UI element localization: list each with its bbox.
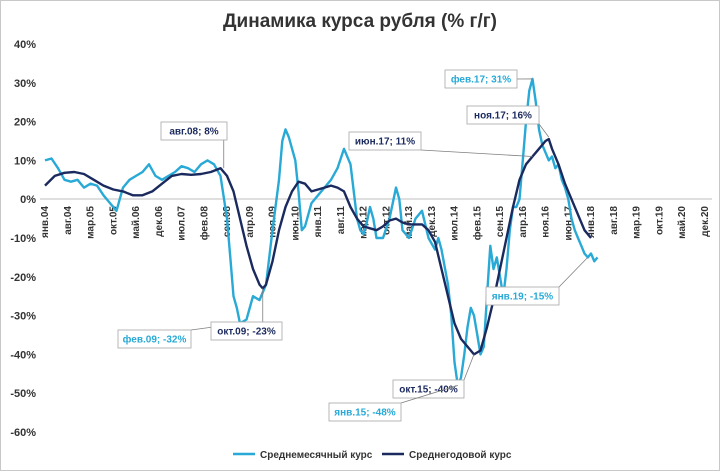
x-tick-label: июл.14 bbox=[450, 206, 461, 241]
x-tick-label: июл.07 bbox=[177, 206, 188, 241]
annotation-box bbox=[392, 379, 465, 399]
annotation-box bbox=[328, 402, 402, 422]
y-tick-label: 40% bbox=[14, 39, 36, 51]
y-tick-label: -60% bbox=[10, 427, 36, 439]
annotation-leader bbox=[538, 123, 550, 138]
annotation-label: фев.09; -32% bbox=[123, 334, 187, 346]
annotation-box bbox=[444, 69, 518, 89]
x-tick-label: янв.11 bbox=[313, 206, 324, 238]
x-tick-label: авг.11 bbox=[336, 206, 347, 235]
annotation-leader bbox=[420, 149, 533, 157]
y-tick-label: 20% bbox=[14, 117, 36, 129]
x-tick-label: авг.04 bbox=[63, 206, 74, 235]
x-tick-label: апр.09 bbox=[245, 206, 256, 238]
y-tick-label: -20% bbox=[10, 272, 36, 284]
x-tick-label: май.20 bbox=[677, 206, 688, 239]
annotation-box bbox=[348, 131, 422, 151]
x-tick-label: окт.05 bbox=[108, 206, 119, 235]
annotation-label: авг.08; 8% bbox=[169, 127, 218, 138]
plot-area bbox=[44, 77, 599, 387]
annotation-box bbox=[117, 329, 192, 349]
x-tick-label: окт.12 bbox=[381, 206, 392, 235]
y-tick-label: 10% bbox=[14, 155, 36, 167]
x-tick-label: дек.20 bbox=[700, 206, 711, 237]
annotation-leader bbox=[400, 385, 458, 404]
x-tick-label: фев.15 bbox=[471, 206, 483, 241]
annotation-box bbox=[210, 321, 283, 341]
annotation-label: янв.19; -15% bbox=[492, 292, 553, 303]
x-tick-label: дек.13 bbox=[427, 206, 438, 237]
annotation-label: фев.17; 31% bbox=[451, 74, 511, 86]
legend: Среднемесячный курс Среднегодовой курс bbox=[233, 450, 512, 461]
x-tick-label: мар.05 bbox=[86, 206, 97, 239]
x-tick-label: янв.18 bbox=[586, 206, 597, 238]
x-tick-label: июн.10 bbox=[290, 206, 301, 241]
x-axis: янв.04 авг.04 мар.05 окт.05 май.06 дек.06 июл.… bbox=[40, 206, 711, 241]
annotation-leader bbox=[463, 354, 475, 381]
annotation-box bbox=[485, 286, 560, 306]
x-tick-label: май.06 bbox=[131, 206, 142, 239]
annotation-box bbox=[466, 105, 540, 125]
annotation-leader bbox=[558, 257, 589, 288]
y-tick-label: -40% bbox=[10, 349, 36, 361]
x-tick-label: июн.17 bbox=[563, 206, 574, 241]
x-tick-label: янв.04 bbox=[40, 206, 51, 238]
x-tick-label: мар.12 bbox=[359, 206, 370, 239]
annotation-label: янв.15; -48% bbox=[334, 408, 395, 419]
annotation-box bbox=[160, 121, 228, 141]
x-tick-label: май.13 bbox=[404, 206, 415, 239]
annotation-label: ноя.17; 16% bbox=[474, 111, 532, 122]
chart-title: Динамика курса рубля (% г/г) bbox=[223, 11, 497, 32]
y-tick-label: 30% bbox=[14, 78, 36, 90]
annotation-label: окт.15; -40% bbox=[399, 385, 458, 396]
annotation-label: окт.09; -23% bbox=[217, 327, 276, 338]
x-tick-label: фев.08 bbox=[198, 206, 210, 241]
x-tick-label: дек.06 bbox=[154, 206, 165, 237]
x-tick-label: ноя.16 bbox=[541, 206, 552, 238]
legend-label-annual: Среднегодовой курс bbox=[409, 450, 512, 461]
y-tick-label: -50% bbox=[10, 388, 36, 400]
y-tick-label: 0% bbox=[20, 194, 36, 206]
y-tick-label: -30% bbox=[10, 311, 36, 323]
y-tick-label: -10% bbox=[10, 233, 36, 245]
x-tick-label: окт.19 bbox=[654, 206, 665, 235]
legend-label-monthly: Среднемесячный курс bbox=[260, 450, 373, 461]
series-line-annual bbox=[44, 137, 592, 356]
series-line-monthly bbox=[44, 77, 599, 387]
x-tick-label: авг.18 bbox=[609, 206, 620, 235]
annotations: фев.17; 31% ноя.17; 16% июн.17; 11% авг.08;… bbox=[117, 69, 589, 422]
x-tick-label: мар.19 bbox=[632, 206, 643, 239]
x-tick-label: сен.15 bbox=[495, 206, 506, 238]
annotation-label: июн.17; 11% bbox=[355, 137, 415, 148]
x-tick-label: апр.16 bbox=[518, 206, 529, 238]
y-axis: 40% 30% 20% 10% 0% -10% -20% -30% -40% -50% -60% bbox=[10, 39, 36, 439]
